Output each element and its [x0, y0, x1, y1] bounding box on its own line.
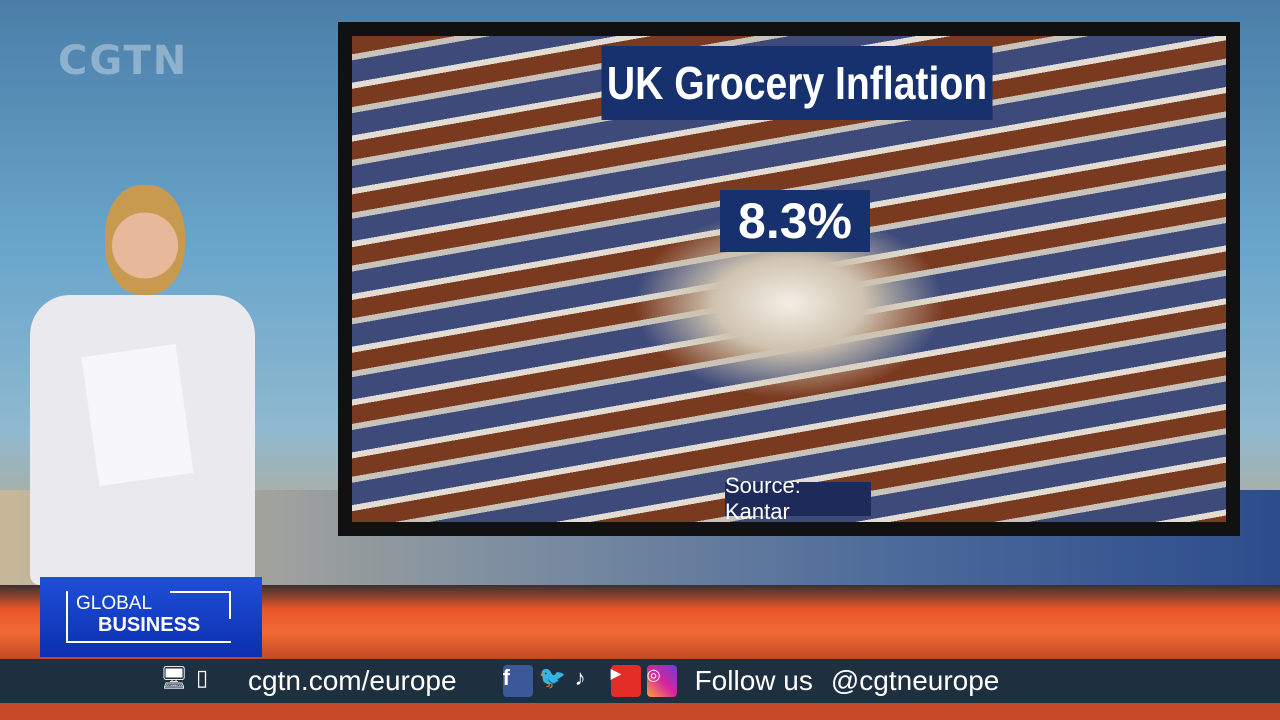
program-logo: GLOBAL BUSINESS [40, 577, 262, 657]
social-handle[interactable]: @cgtneurope [830, 665, 1000, 696]
youtube-icon[interactable]: ▶ [610, 665, 641, 697]
inflation-value: 8.3% [720, 190, 870, 252]
follow-label: Follow us [694, 665, 813, 696]
facebook-icon[interactable]: f [502, 665, 533, 697]
presenter [30, 185, 255, 605]
program-line1: GLOBAL [76, 593, 153, 614]
lower-strip [0, 703, 1280, 720]
website-link[interactable]: cgtn.com/europe [248, 665, 457, 696]
tiktok-icon[interactable]: ♪ [574, 665, 586, 690]
logo-frame [66, 591, 231, 643]
cgtn-watermark: CGTN [58, 38, 189, 84]
logo-frame-corner [170, 591, 231, 619]
presenter-head [105, 185, 185, 295]
desktop-icon: 🖥 [160, 665, 188, 690]
script-papers [81, 344, 194, 486]
instagram-icon[interactable]: ◎ [646, 665, 677, 697]
twitter-icon[interactable]: 🐦 [538, 665, 566, 690]
graphic-title: UK Grocery Inflation [601, 46, 993, 120]
video-wall: UK Grocery Inflation 8.3% Source: Kantar [338, 22, 1240, 536]
supermarket-aisle-image: UK Grocery Inflation 8.3% Source: Kantar [352, 36, 1226, 522]
program-line2: BUSINESS [98, 614, 201, 636]
source-label: Source: Kantar [725, 473, 871, 522]
mobile-icon: ▯ [196, 665, 209, 690]
ticker-bar: 🖥 ▯ cgtn.com/europe f 🐦 ♪ ▶ ◎ Follow us … [0, 659, 1280, 703]
